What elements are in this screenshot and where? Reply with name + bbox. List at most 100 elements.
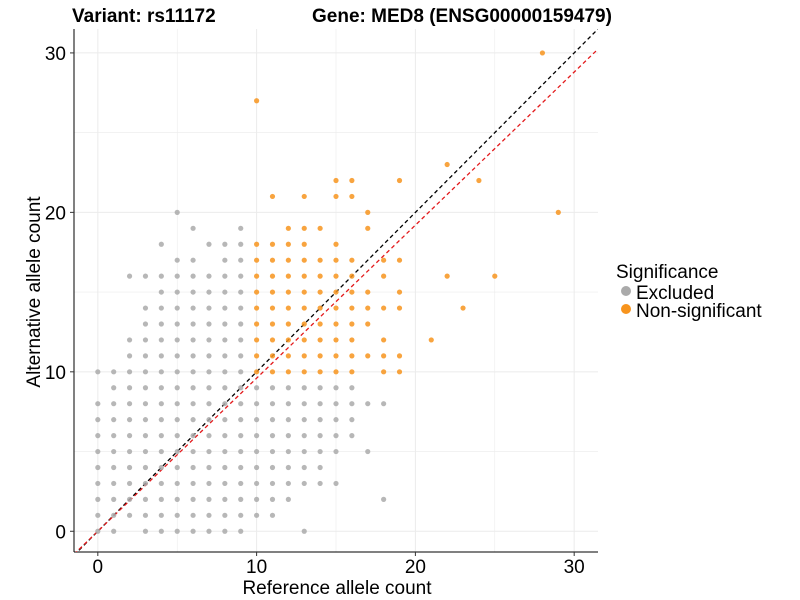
point-excluded — [238, 289, 244, 295]
point-excluded — [174, 273, 180, 279]
point-non-significant — [301, 193, 307, 200]
point-non-significant — [317, 321, 323, 327]
point-non-significant — [254, 257, 260, 263]
point-excluded — [111, 385, 117, 391]
point-excluded — [222, 289, 228, 295]
point-non-significant — [301, 257, 307, 263]
point-excluded — [126, 401, 133, 407]
point-non-significant — [269, 369, 276, 375]
point-non-significant — [269, 353, 276, 359]
point-non-significant — [365, 321, 371, 327]
point-excluded — [206, 496, 212, 502]
point-excluded — [190, 401, 196, 407]
point-excluded — [142, 369, 149, 375]
point-excluded — [174, 417, 180, 423]
point-non-significant — [349, 305, 355, 311]
tick-labels: 0 10 20 30 0 10 20 30 — [45, 44, 585, 578]
point-non-significant — [428, 337, 434, 343]
point-non-significant — [381, 369, 387, 375]
point-non-significant — [396, 257, 403, 263]
point-excluded — [301, 448, 307, 455]
point-excluded — [254, 401, 260, 407]
point-excluded — [142, 496, 149, 502]
point-non-significant — [381, 305, 387, 311]
point-excluded — [269, 448, 276, 455]
point-excluded — [174, 337, 180, 343]
point-non-significant — [349, 193, 355, 200]
point-excluded — [254, 464, 260, 471]
point-non-significant — [365, 289, 371, 295]
point-excluded — [190, 289, 196, 295]
y-tick-label: 10 — [45, 363, 66, 384]
point-excluded — [333, 401, 339, 407]
point-excluded — [238, 385, 244, 391]
point-excluded — [238, 241, 244, 247]
point-non-significant — [285, 257, 291, 263]
point-excluded — [95, 417, 101, 423]
point-excluded — [111, 496, 117, 502]
point-excluded — [190, 321, 196, 327]
point-excluded — [206, 448, 212, 455]
point-excluded — [238, 321, 244, 327]
point-excluded — [222, 480, 228, 487]
point-non-significant — [301, 321, 307, 327]
point-excluded — [349, 433, 355, 439]
point-excluded — [158, 480, 164, 487]
x-tick-label: 20 — [405, 557, 426, 578]
point-excluded — [301, 385, 307, 391]
point-excluded — [285, 448, 291, 455]
point-excluded — [111, 528, 117, 534]
point-excluded — [206, 273, 212, 279]
point-non-significant — [396, 289, 403, 295]
point-excluded — [190, 273, 196, 279]
point-excluded — [111, 417, 117, 423]
point-excluded — [301, 528, 307, 534]
point-excluded — [158, 289, 164, 295]
point-non-significant — [396, 369, 403, 375]
point-excluded — [142, 433, 149, 439]
point-excluded — [238, 480, 244, 487]
point-non-significant — [333, 257, 339, 263]
point-excluded — [238, 369, 244, 375]
point-excluded — [222, 417, 228, 423]
point-excluded — [238, 512, 244, 518]
point-non-significant — [301, 337, 307, 343]
point-excluded — [349, 417, 355, 423]
point-non-significant — [333, 177, 339, 184]
point-excluded — [190, 496, 196, 502]
point-non-significant — [317, 257, 323, 263]
point-excluded — [174, 321, 180, 327]
point-excluded — [190, 337, 196, 343]
point-excluded — [142, 480, 149, 487]
point-non-significant — [269, 193, 276, 200]
point-non-significant — [333, 321, 339, 327]
point-excluded — [238, 528, 244, 534]
point-excluded — [222, 528, 228, 534]
point-non-significant — [365, 225, 371, 231]
point-non-significant — [285, 241, 291, 247]
point-excluded — [206, 369, 212, 375]
point-excluded — [95, 401, 101, 407]
point-excluded — [142, 321, 149, 327]
y-axis-label: Alternative allele count — [24, 196, 45, 388]
legend-label-excluded: Excluded — [636, 283, 714, 304]
point-non-significant — [317, 337, 323, 343]
point-non-significant — [333, 369, 339, 375]
point-non-significant — [317, 305, 323, 311]
point-non-significant — [254, 353, 260, 359]
point-excluded — [301, 417, 307, 423]
point-excluded — [238, 433, 244, 439]
point-excluded — [158, 448, 164, 455]
point-excluded — [238, 401, 244, 407]
point-excluded — [126, 480, 133, 487]
point-non-significant — [349, 257, 355, 263]
point-excluded — [190, 385, 196, 391]
legend: Significance Excluded Non-significant — [616, 262, 762, 322]
point-excluded — [174, 496, 180, 502]
point-excluded — [190, 369, 196, 375]
point-non-significant — [254, 321, 260, 327]
point-non-significant — [555, 209, 561, 215]
point-excluded — [285, 417, 291, 423]
point-excluded — [206, 353, 212, 359]
